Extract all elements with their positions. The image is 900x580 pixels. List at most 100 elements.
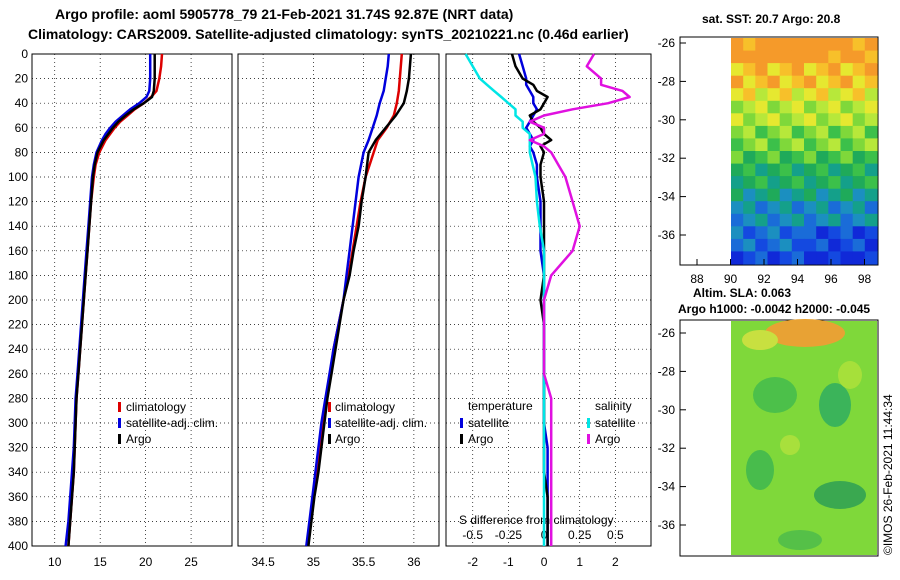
y-tick-label: 400 bbox=[8, 539, 28, 553]
series-line-argo bbox=[307, 53, 413, 547]
sst-cell bbox=[767, 75, 781, 89]
sst-cell bbox=[864, 125, 878, 140]
sst-cell bbox=[828, 63, 842, 77]
legend-label-temp-argo: Argo bbox=[468, 432, 494, 446]
sst-cell bbox=[743, 138, 756, 152]
sst-cell bbox=[731, 100, 744, 114]
lon-tick-label: 90 bbox=[724, 272, 738, 286]
sst-cell bbox=[864, 163, 878, 177]
sst-cell bbox=[852, 176, 866, 190]
sst-cell bbox=[804, 238, 817, 253]
sst-cell bbox=[731, 138, 744, 152]
x-tick-label: 35 bbox=[307, 555, 321, 569]
x-tick-label: -2 bbox=[467, 555, 478, 569]
sst-cell bbox=[779, 125, 793, 140]
sst-cell bbox=[791, 75, 805, 89]
sst-cell bbox=[804, 213, 817, 227]
sst-cell bbox=[840, 50, 854, 64]
salinity-profile-panel: 34.5 35 35.5 36 bbox=[237, 53, 440, 569]
sst-cell bbox=[828, 125, 842, 140]
sst-cell bbox=[779, 238, 793, 253]
sst-cell bbox=[864, 88, 878, 102]
sst-cell bbox=[767, 100, 781, 114]
sst-cell bbox=[791, 100, 805, 114]
sst-cell bbox=[791, 38, 805, 52]
legend-label-satellite: satellite-adj. clim. bbox=[126, 416, 218, 430]
sst-cell bbox=[828, 163, 842, 177]
title-line-1: Argo profile: aoml 5905778_79 21-Feb-202… bbox=[55, 6, 513, 22]
sla-map-title-2: Argo h1000: -0.0042 h2000: -0.045 bbox=[678, 302, 870, 316]
sst-cell bbox=[791, 88, 805, 102]
sst-cell bbox=[791, 151, 805, 165]
sst-cell bbox=[779, 226, 793, 240]
sst-cell bbox=[755, 75, 769, 89]
y-tick-label: 120 bbox=[8, 195, 28, 209]
sst-cell bbox=[767, 38, 781, 52]
y-tick-label: 140 bbox=[8, 219, 28, 233]
sst-cell bbox=[767, 88, 781, 102]
sst-cell bbox=[779, 251, 793, 265]
sst-cell bbox=[816, 251, 829, 265]
sst-cell bbox=[852, 213, 866, 227]
sst-cell bbox=[731, 151, 744, 165]
legend-swatch-argo bbox=[328, 434, 331, 444]
sst-cell bbox=[767, 50, 781, 64]
sst-cell bbox=[804, 163, 817, 177]
legend-swatch-satellite bbox=[328, 418, 331, 428]
sst-cell bbox=[743, 151, 756, 165]
sst-cell bbox=[767, 251, 781, 265]
sst-cell bbox=[864, 226, 878, 240]
sst-cell bbox=[755, 213, 769, 227]
y-tick-label: 300 bbox=[8, 416, 28, 430]
sst-cell bbox=[779, 88, 793, 102]
sst-cell bbox=[864, 151, 878, 165]
sst-cell bbox=[731, 251, 744, 265]
sst-cell bbox=[804, 251, 817, 265]
s-axis-label: S difference from climatology bbox=[459, 513, 614, 527]
legend-label-satellite: satellite-adj. clim. bbox=[335, 416, 427, 430]
sst-cell bbox=[779, 38, 793, 52]
sst-cell bbox=[731, 125, 744, 140]
sst-cell bbox=[840, 238, 854, 253]
sst-cell bbox=[731, 163, 744, 177]
sst-cell bbox=[804, 63, 817, 77]
sst-cell bbox=[731, 50, 744, 64]
sst-cell bbox=[828, 138, 842, 152]
sst-cell bbox=[852, 188, 866, 202]
salinity-legend: climatology satellite-adj. clim. Argo bbox=[328, 400, 427, 446]
sst-cell bbox=[791, 201, 805, 215]
y-tick-label: 220 bbox=[8, 318, 28, 332]
legend-swatch-temp-argo bbox=[460, 434, 463, 444]
sst-cell bbox=[864, 38, 878, 52]
sla-field-image bbox=[731, 321, 877, 555]
sst-cell bbox=[852, 138, 866, 152]
sst-cell bbox=[791, 138, 805, 152]
y-tick-label: 340 bbox=[8, 465, 28, 479]
sst-cell bbox=[840, 188, 854, 202]
sst-cell bbox=[731, 88, 744, 102]
sst-cell bbox=[816, 201, 829, 215]
sst-cell bbox=[840, 201, 854, 215]
sst-cell bbox=[743, 88, 756, 102]
sla-blob bbox=[753, 377, 797, 413]
sst-cell bbox=[731, 213, 744, 227]
series-line-salinity-satellite bbox=[464, 53, 546, 546]
sla-field-blobs bbox=[742, 319, 866, 550]
sst-map-title: sat. SST: 20.7 Argo: 20.8 bbox=[702, 12, 841, 26]
sst-cell bbox=[755, 226, 769, 240]
sst-cell bbox=[743, 38, 756, 52]
y-tick-label: 100 bbox=[8, 170, 28, 184]
x-tick-label: 34.5 bbox=[251, 555, 275, 569]
sst-cell bbox=[767, 113, 781, 127]
sst-cell bbox=[804, 75, 817, 89]
sst-cell bbox=[864, 138, 878, 152]
sst-cell bbox=[791, 63, 805, 77]
sst-cell bbox=[864, 238, 878, 253]
sst-cell bbox=[804, 88, 817, 102]
sst-cell bbox=[852, 201, 866, 215]
sst-cell bbox=[779, 113, 793, 127]
sst-cell bbox=[816, 125, 829, 140]
sst-cell bbox=[828, 88, 842, 102]
sst-cell bbox=[864, 213, 878, 227]
sst-cell bbox=[767, 201, 781, 215]
